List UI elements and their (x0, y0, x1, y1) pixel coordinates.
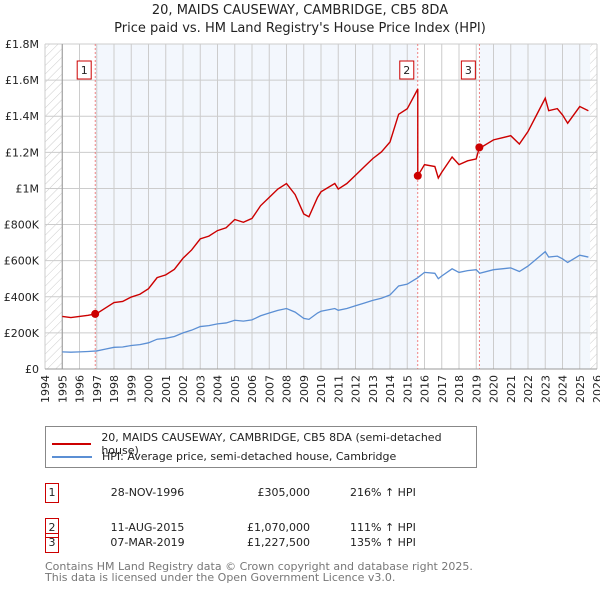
chart: 1994 1995 1996 1997 1998 1999 2000 2001 2002 2003… (4, 38, 600, 403)
sale-hpi: 216% ↑ HPI (350, 486, 416, 499)
sale-hpi: 111% ↑ HPI (350, 521, 416, 534)
hatch-right (590, 44, 597, 369)
sale-hpi: 135% ↑ HPI (350, 536, 416, 549)
y-tick-label: £1.6M (5, 74, 39, 87)
sale-label: 2 (403, 64, 410, 77)
sale-row: 2 11-AUG-2015 £1,070,000 111% ↑ HPI (45, 518, 445, 538)
x-tick-label: 2020 (488, 375, 501, 403)
sale-point (475, 143, 484, 152)
shade-region (95, 44, 418, 369)
hatch-left (45, 44, 63, 369)
x-tick-label: 2014 (384, 375, 397, 403)
legend-property-line (52, 443, 92, 445)
x-tick-label: 2006 (246, 375, 259, 403)
x-tick-label: 2008 (281, 375, 294, 403)
x-tick-label: 2025 (574, 375, 587, 403)
y-tick-label: £1.2M (5, 146, 39, 159)
x-tick-label: 1996 (74, 375, 87, 403)
x-tick-label: 2016 (419, 375, 432, 403)
x-tick-label: 2003 (194, 375, 207, 403)
sale-marker-box: 2 (45, 518, 59, 538)
hpi-series-line (62, 250, 589, 353)
x-tick-label: 1995 (56, 375, 69, 403)
sale-label-box (460, 60, 476, 80)
x-tick-label: 2018 (453, 375, 466, 403)
footer-copyright: Contains HM Land Registry data © Crown c… (45, 560, 473, 573)
x-tick-label: 2013 (367, 375, 380, 403)
x-tick-label: 2011 (332, 375, 345, 403)
legend-hpi-line (52, 455, 92, 458)
legend: 20, MAIDS CAUSEWAY, CAMBRIDGE, CB5 8DA (… (45, 426, 477, 468)
sale-marker-box: 3 (45, 533, 59, 553)
legend-property-label: 20, MAIDS CAUSEWAY, CAMBRIDGE, CB5 8DA (… (101, 431, 442, 457)
x-tick-label: 2022 (522, 375, 535, 403)
x-tick-label: 1998 (108, 375, 121, 403)
sale-label: 3 (465, 64, 472, 77)
footer-licence: This data is licensed under the Open Gov… (45, 571, 396, 584)
x-tick-label: 2024 (557, 375, 570, 403)
y-tick-label: £400K (4, 291, 40, 304)
x-tick-label: 2017 (436, 375, 449, 403)
x-tick-label: 2001 (160, 375, 173, 403)
sale-price: £305,000 (257, 486, 311, 499)
x-tick-label: 2000 (143, 375, 156, 403)
sale-date: 07-MAR-2019 (110, 536, 185, 549)
y-tick-label: £1M (16, 182, 40, 195)
sale-point (413, 171, 422, 180)
sale-row: 3 07-MAR-2019 £1,227,500 135% ↑ HPI (45, 533, 445, 572)
x-tick-label: 1999 (125, 375, 138, 403)
chart-title: 20, MAIDS CAUSEWAY, CAMBRIDGE, CB5 8DA (151, 3, 449, 18)
y-tick-label: £0 (25, 363, 39, 376)
sale-label-box (399, 60, 415, 80)
x-tick-label: 1994 (39, 375, 52, 403)
x-tick-label: 2009 (298, 375, 311, 403)
x-tick-label: 2021 (505, 375, 518, 403)
x-tick-label: 2019 (470, 375, 483, 403)
x-tick-label: 2026 (591, 375, 600, 403)
shade-region (479, 44, 591, 369)
x-tick-label: 2004 (212, 375, 225, 403)
x-tick-label: 2010 (315, 375, 328, 403)
sale-label-box (76, 60, 92, 80)
x-tick-label: 1997 (91, 375, 104, 403)
sale-point (91, 309, 100, 318)
property-series-line (62, 88, 589, 319)
sale-date: 11-AUG-2015 (110, 521, 185, 534)
footer: Contains HM Land Registry data © Crown c… (45, 561, 473, 583)
x-tick-label: 2002 (177, 375, 190, 403)
y-tick-label: £1.8M (5, 38, 39, 51)
y-tick-label: £600K (4, 255, 40, 268)
x-tick-label: 2005 (229, 375, 242, 403)
legend-hpi-label: HPI: Average price, semi-detached house,… (102, 450, 397, 463)
chart-subtitle: Price paid vs. HM Land Registry's House … (114, 21, 486, 36)
x-tick-label: 2015 (401, 375, 414, 403)
sale-price: £1,227,500 (247, 536, 310, 549)
x-tick-label: 2007 (263, 375, 276, 403)
x-tick-label: 2023 (539, 375, 552, 403)
y-tick-label: £200K (4, 327, 40, 340)
sale-row: 1 28-NOV-1996 £305,000 216% ↑ HPI (45, 483, 445, 503)
sale-price: £1,070,000 (247, 521, 310, 534)
sale-marker-box: 1 (45, 483, 59, 503)
y-tick-label: £800K (4, 219, 40, 232)
sale-label: 1 (81, 64, 88, 77)
sale-date: 28-NOV-1996 (110, 486, 185, 499)
x-tick-label: 2012 (350, 375, 363, 403)
y-tick-label: £1.4M (5, 110, 39, 123)
